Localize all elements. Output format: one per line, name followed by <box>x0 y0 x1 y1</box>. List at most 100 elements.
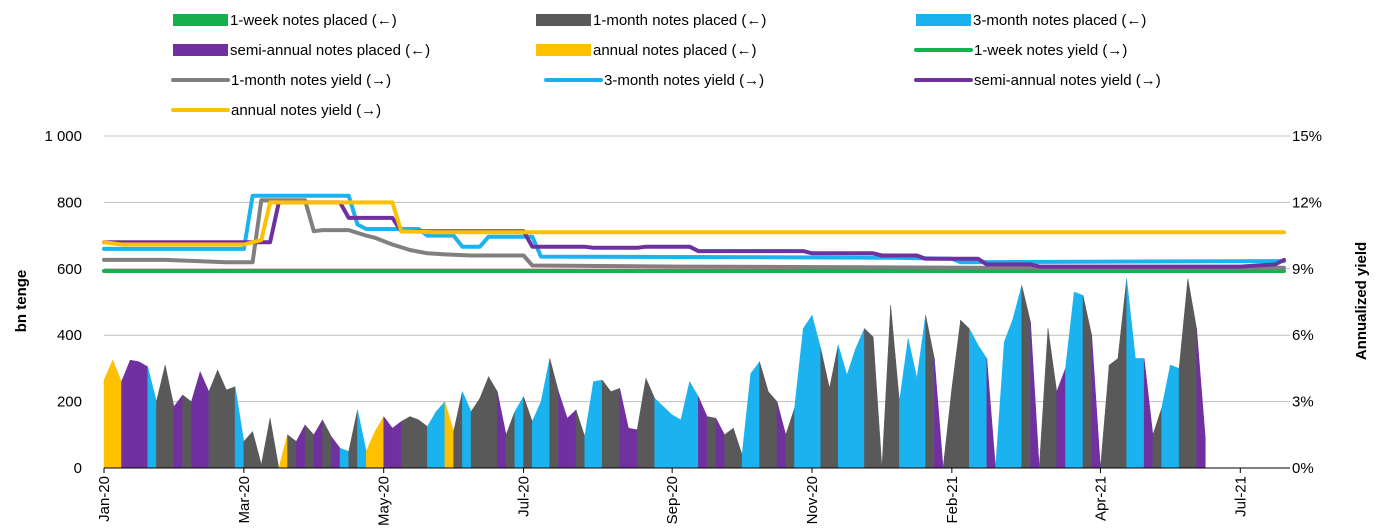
y-right-tick-label: 3% <box>1292 394 1314 411</box>
placement-segment-6m <box>698 396 708 469</box>
placement-segment-3m <box>663 405 673 469</box>
legend-item: 1-month notes yield (→) <box>171 72 391 89</box>
placement-segment-1m <box>243 430 253 469</box>
placement-segment-1m <box>636 378 647 469</box>
placement-segment-3m <box>794 328 804 469</box>
placement-segment-1m <box>881 305 891 469</box>
y-right-tick-label: 12% <box>1292 194 1322 211</box>
legend-label: semi-annual notes yield (→) <box>974 72 1161 89</box>
y-axis-right-title: Annualized yield <box>1353 242 1370 360</box>
placement-segment-3m <box>1004 318 1014 469</box>
y-left-tick-label: 400 <box>57 327 82 344</box>
placement-segment-3m <box>339 447 349 469</box>
placement-segment-1m <box>453 391 463 469</box>
legend-label: 1-month notes placed (←) <box>593 12 766 29</box>
placement-segment-1m <box>575 409 585 469</box>
legend-item: 3-month notes placed (←) <box>916 12 1146 29</box>
placement-segment-3m <box>803 314 813 469</box>
legend-item: annual notes placed (←) <box>536 42 756 59</box>
placement-segment-3m <box>514 395 524 469</box>
x-tick-label: May-20 <box>376 476 393 526</box>
placement-segment-1m <box>182 394 192 469</box>
placement-segment-3m <box>654 397 664 469</box>
placement-segment-3m <box>907 338 918 469</box>
yield-lines <box>102 193 1286 273</box>
y-right-tick-label: 0% <box>1292 460 1314 477</box>
legend-label: 1-week notes placed (←) <box>230 12 397 29</box>
axes: 0 200 400 600 800 1 000 0% 3% 6% 9% 12% 15% Jan-20 Ma… <box>44 128 1322 526</box>
legend-label: 1-week notes yield (→) <box>974 42 1127 59</box>
legend-swatch <box>536 44 591 56</box>
placement-segment-6m <box>191 371 201 469</box>
yield-line-3m <box>102 193 1286 265</box>
placement-segment-1m <box>785 408 795 469</box>
placement-segment-1m <box>724 427 734 469</box>
placement-segment-3m <box>532 401 542 469</box>
placement-segment-1m <box>348 409 358 469</box>
placement-segment-1m <box>322 419 332 469</box>
legend-item: 1-week notes placed (←) <box>173 12 397 29</box>
placement-segment-6m <box>558 391 568 469</box>
legend-swatch <box>916 14 971 26</box>
placement-segment-6m <box>715 418 725 469</box>
placement-segment-1m <box>1047 328 1057 469</box>
placement-segment-1m <box>217 369 227 469</box>
placement-segment-1m <box>610 387 620 469</box>
placement-segment-3m <box>435 400 446 469</box>
placement-segment-1m <box>645 378 655 469</box>
placement-segment-1m <box>1187 278 1197 469</box>
placement-segment-12m <box>374 415 384 469</box>
placement-segment-3m <box>750 361 760 469</box>
placement-segment-6m <box>331 435 341 469</box>
placement-segment-6m <box>1196 328 1206 469</box>
placement-segment-1m <box>470 397 481 469</box>
x-tick-label: Apr-21 <box>1092 476 1109 521</box>
placement-segment-3m <box>899 338 909 469</box>
x-tick-label: Sep-20 <box>664 476 681 524</box>
placement-segment-1m <box>706 416 717 469</box>
placement-segment-1m <box>1108 357 1119 469</box>
placement-segment-1m <box>1021 285 1031 469</box>
placement-segment-3m <box>1012 285 1023 469</box>
placement-segment-1m <box>820 348 830 469</box>
placement-segment-3m <box>1170 364 1180 469</box>
legend-swatch <box>173 44 228 56</box>
placement-segment-1m <box>505 411 516 469</box>
placement-segment-6m <box>1143 358 1154 469</box>
placement-segment-6m <box>934 358 944 469</box>
x-tick-label: Mar-20 <box>236 476 253 524</box>
placement-segment-6m <box>567 409 577 469</box>
legend-label: 3-month notes yield (→) <box>604 72 764 89</box>
placement-segment-3m <box>234 386 245 469</box>
legend-item: semi-annual notes yield (→) <box>914 72 1161 89</box>
legend-label: 3-month notes placed (←) <box>973 12 1146 29</box>
yield-line-6m <box>102 200 1286 269</box>
legend: 1-week notes placed (←) 1-month notes pla… <box>171 12 1161 119</box>
placement-segment-3m <box>741 373 752 469</box>
placement-segment-3m <box>811 315 821 469</box>
placement-segment-3m <box>855 328 865 469</box>
legend-label: semi-annual notes placed (←) <box>230 42 430 59</box>
placement-segment-1m <box>164 365 175 469</box>
placement-segment-3m <box>680 381 690 469</box>
y-left-tick-label: 600 <box>57 261 82 278</box>
x-tick-label: Nov-20 <box>804 476 821 524</box>
placement-segment-6m <box>173 394 183 469</box>
placement-segment-3m <box>1135 358 1145 469</box>
placement-segment-6m <box>392 421 402 469</box>
placement-segment-3m <box>1126 278 1136 469</box>
placement-segment-1m <box>156 365 166 469</box>
placement-segment-1m <box>951 320 961 469</box>
placement-segment-6m <box>497 391 507 469</box>
placement-areas <box>103 278 1206 469</box>
placement-segment-3m <box>671 414 682 469</box>
placement-segment-12m <box>444 401 454 469</box>
placement-segment-3m <box>593 379 603 469</box>
legend-item: 1-month notes placed (←) <box>536 12 766 29</box>
legend-swatch <box>536 14 591 26</box>
placement-segment-1m <box>925 315 935 469</box>
placement-segment-12m <box>278 434 288 469</box>
legend-label: annual notes placed (←) <box>593 42 756 59</box>
placement-segment-1m <box>601 379 612 469</box>
